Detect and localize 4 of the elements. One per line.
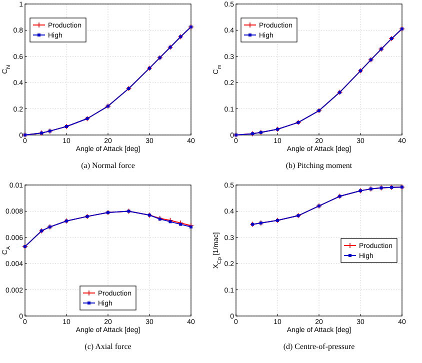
text: (c) Axial force bbox=[84, 342, 132, 351]
text: (b) Pitching moment bbox=[286, 161, 353, 170]
text: (a) Normal force bbox=[81, 161, 136, 170]
text: (d) Centre-of-pressure bbox=[283, 342, 356, 351]
